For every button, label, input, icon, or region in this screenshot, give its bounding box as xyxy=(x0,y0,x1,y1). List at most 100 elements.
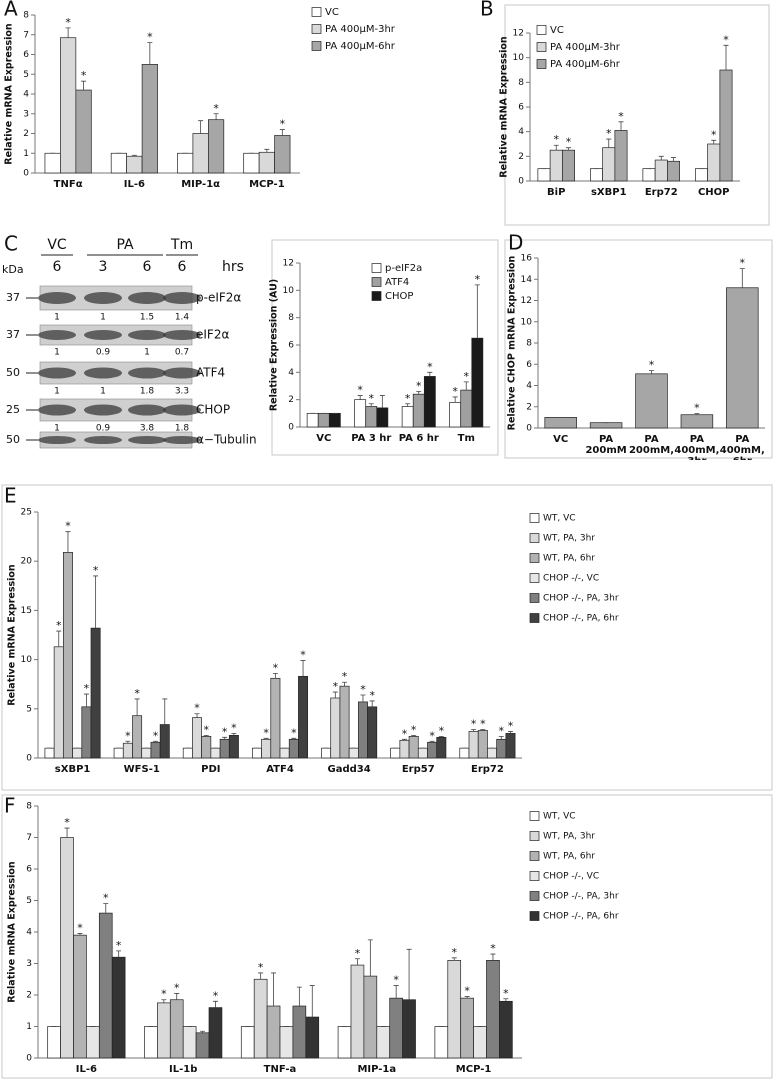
blot-band xyxy=(163,404,201,416)
time-unit: hrs xyxy=(222,259,244,275)
legend-label: WT, PA, 6hr xyxy=(543,554,595,564)
bar xyxy=(436,736,447,759)
bar xyxy=(53,646,64,759)
bar xyxy=(279,1026,294,1059)
legend-swatch xyxy=(311,24,322,34)
significance-mark: * xyxy=(357,384,363,397)
blot-band xyxy=(163,436,201,444)
significance-mark: * xyxy=(222,725,228,738)
significance-mark: * xyxy=(77,922,83,935)
blot-band xyxy=(84,292,122,304)
error-bar xyxy=(65,27,71,38)
error-bar xyxy=(739,268,745,288)
significance-mark: * xyxy=(452,385,458,398)
blot-band xyxy=(128,436,166,444)
bar xyxy=(292,1005,307,1059)
significance-mark: * xyxy=(342,670,348,683)
bar xyxy=(253,978,268,1059)
bar xyxy=(635,373,668,429)
significance-mark: * xyxy=(499,724,505,737)
error-bar xyxy=(296,986,302,1007)
y-tick-label: 1 xyxy=(23,149,29,159)
bar xyxy=(496,738,507,759)
x-tick-label-box: Gadd34 xyxy=(328,764,371,775)
significance-mark: * xyxy=(464,985,470,998)
blot-band xyxy=(38,330,76,340)
significance-mark: * xyxy=(475,273,481,286)
x-tick-label-box: VC xyxy=(553,434,569,445)
blot-band xyxy=(128,404,166,416)
error-bar xyxy=(134,698,140,716)
y-tick-label: 4 xyxy=(26,928,32,938)
bar xyxy=(261,738,272,759)
significance-mark: * xyxy=(369,689,375,702)
blot-band xyxy=(128,292,166,304)
legend-swatch xyxy=(529,573,540,583)
legend-swatch xyxy=(529,533,540,543)
significance-mark: * xyxy=(411,723,417,736)
significance-mark: * xyxy=(439,724,445,737)
significance-mark: * xyxy=(147,31,153,44)
x-tick-label: VC xyxy=(553,434,569,445)
legend-swatch xyxy=(529,831,540,841)
x-tick-label: PA 200mM, xyxy=(628,434,675,456)
significance-mark: * xyxy=(618,110,624,123)
quantification: 1 xyxy=(54,348,60,358)
bar xyxy=(81,706,92,759)
x-tick-label: CHOP xyxy=(697,187,730,198)
x-tick-label-box: PA 200mM xyxy=(585,434,626,456)
x-tick-label-box: CHOP xyxy=(697,187,730,198)
x-tick-label: TNFα xyxy=(53,179,83,190)
blot-band xyxy=(84,367,122,379)
x-tick-label-box: PA 3 hr xyxy=(351,433,391,444)
bar xyxy=(141,64,158,174)
bar xyxy=(505,733,516,759)
error-bar xyxy=(342,681,348,687)
significance-mark: * xyxy=(194,702,200,715)
bar xyxy=(47,1026,61,1059)
y-tick-label: 20 xyxy=(21,557,33,567)
bar xyxy=(328,412,341,428)
x-tick-label: sXBP1 xyxy=(590,187,627,198)
x-tick-label-box: PDI xyxy=(201,764,220,775)
bar xyxy=(376,1026,391,1059)
x-tick-label-box: Erp72 xyxy=(471,764,504,775)
significance-mark: * xyxy=(65,16,71,29)
bar xyxy=(274,135,291,174)
error-bar xyxy=(200,1030,206,1033)
quantification: 0.9 xyxy=(96,348,111,358)
bar xyxy=(132,715,143,759)
error-bar xyxy=(649,370,654,374)
y-tick-label: 5 xyxy=(26,896,32,906)
bar xyxy=(75,89,92,174)
significance-mark: * xyxy=(480,717,486,730)
significance-mark: * xyxy=(427,360,433,373)
y-tick-label: 0 xyxy=(26,754,32,764)
bar xyxy=(487,747,497,759)
significance-mark: * xyxy=(174,981,180,994)
legend-swatch xyxy=(529,871,540,881)
significance-mark: * xyxy=(503,987,509,1000)
legend-label: WT, VC xyxy=(543,514,576,524)
legend-label: VC xyxy=(325,7,339,18)
error-bar xyxy=(427,371,433,377)
significance-mark: * xyxy=(134,687,140,700)
error-bar xyxy=(360,694,366,702)
x-tick-label-box: IL-1b xyxy=(169,1064,198,1075)
error-bar xyxy=(393,985,399,999)
y-tick-label: 0 xyxy=(526,424,532,434)
x-tick-label: IL-1b xyxy=(169,1064,198,1075)
error-bar xyxy=(213,113,219,120)
panel-frame xyxy=(504,4,770,226)
error-bar xyxy=(411,734,417,737)
quantification: 1 xyxy=(54,424,60,434)
legend-swatch xyxy=(529,891,540,901)
y-tick-label: 25 xyxy=(21,508,32,518)
error-bar xyxy=(77,933,83,936)
significance-mark: * xyxy=(649,359,655,372)
significance-mark: * xyxy=(369,392,375,405)
bar xyxy=(642,168,656,182)
y-axis-title: Relative Expression (AU) xyxy=(269,279,280,411)
bar xyxy=(113,747,124,759)
error-bar xyxy=(553,144,559,151)
